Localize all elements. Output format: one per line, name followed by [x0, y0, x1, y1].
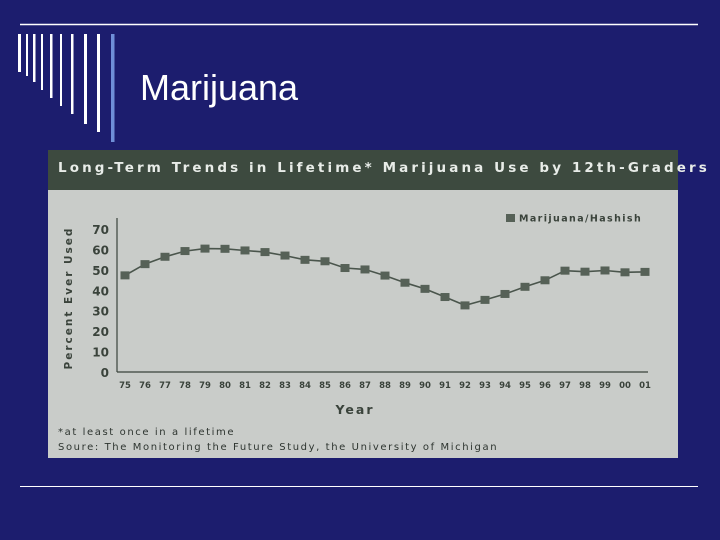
data-point: [220, 244, 230, 253]
data-point: [180, 247, 190, 256]
data-point: [140, 260, 150, 269]
y-tick-label: 70: [92, 223, 109, 237]
x-tick-label: 88: [379, 381, 391, 391]
x-tick-label: 84: [299, 381, 311, 391]
decoration-bar: [33, 34, 36, 82]
data-point: [580, 267, 590, 276]
decoration-bar: [71, 34, 74, 114]
x-tick-label: 77: [159, 381, 171, 391]
x-tick-label: 81: [239, 381, 251, 391]
data-point: [540, 276, 550, 285]
data-point: [380, 271, 390, 280]
data-point: [200, 244, 210, 253]
data-point: [480, 295, 490, 304]
data-point: [260, 248, 270, 257]
x-tick-label: 76: [139, 381, 151, 391]
slide-decoration: [18, 23, 698, 142]
decoration-bar: [26, 34, 28, 76]
decoration-bar: [50, 34, 53, 98]
x-tick-label: 94: [499, 381, 511, 391]
x-tick-label: 00: [619, 381, 631, 391]
chart-title: Long-Term Trends in Lifetime* Marijuana …: [58, 160, 710, 176]
y-tick-label: 30: [92, 305, 109, 319]
x-tick-label: 97: [559, 381, 571, 391]
data-point: [160, 252, 170, 261]
y-tick-label: 10: [92, 346, 109, 360]
chart-header: Long-Term Trends in Lifetime* Marijuana …: [48, 150, 707, 190]
data-point: [120, 271, 130, 280]
bottom-divider: [20, 486, 698, 487]
data-point: [340, 264, 350, 273]
data-point: [320, 257, 330, 266]
data-point: [240, 246, 250, 255]
decoration-bar: [18, 34, 21, 72]
legend-label: Marijuana/Hashish: [519, 214, 642, 225]
data-point: [600, 266, 610, 275]
data-point: [440, 293, 450, 302]
y-tick-label: 60: [92, 243, 109, 257]
x-tick-label: 75: [119, 381, 131, 391]
x-tick-label: 85: [319, 381, 331, 391]
x-tick-label: 99: [599, 381, 611, 391]
x-tick-label: 87: [359, 381, 371, 391]
x-tick-label: 01: [639, 381, 651, 391]
data-point: [300, 255, 310, 264]
x-tick-label: 89: [399, 381, 411, 391]
data-point: [520, 282, 530, 291]
data-point: [640, 267, 650, 276]
data-point: [360, 265, 370, 274]
x-tick-label: 79: [199, 381, 211, 391]
y-tick-label: 0: [101, 366, 109, 380]
x-tick-label: 90: [419, 381, 431, 391]
x-tick-label: 86: [339, 381, 351, 391]
x-tick-label: 92: [459, 381, 471, 391]
legend-swatch: [506, 214, 515, 222]
decoration-bar: [111, 34, 115, 142]
x-tick-label: 82: [259, 381, 271, 391]
x-tick-label: 91: [439, 381, 451, 391]
data-point: [560, 266, 570, 275]
x-tick-label: 83: [279, 381, 291, 391]
data-point: [280, 251, 290, 260]
data-point: [620, 268, 630, 277]
x-tick-label: 80: [219, 381, 231, 391]
chart-panel: Long-Term Trends in Lifetime* Marijuana …: [48, 150, 707, 458]
decoration-bar: [41, 34, 43, 90]
y-tick-label: 20: [92, 325, 109, 339]
data-point: [400, 278, 410, 287]
legend: Marijuana/Hashish: [506, 214, 642, 225]
data-point: [500, 289, 510, 298]
chart-source: Soure: The Monitoring the Future Study, …: [58, 442, 499, 453]
decoration-bar: [84, 34, 87, 124]
chart-footnote: *at least once in a lifetime: [58, 427, 236, 438]
x-tick-label: 95: [519, 381, 531, 391]
y-axis-label: Percent Ever Used: [63, 227, 75, 370]
y-tick-label: 50: [92, 264, 109, 278]
data-point: [420, 284, 430, 293]
x-tick-label: 78: [179, 381, 191, 391]
decoration-bar: [60, 34, 62, 106]
x-tick-label: 93: [479, 381, 491, 391]
slide-title: Marijuana: [140, 67, 299, 108]
x-tick-label: 98: [579, 381, 591, 391]
x-axis-label: Year: [335, 402, 375, 417]
decoration-bar: [97, 34, 100, 132]
x-tick-label: 96: [539, 381, 551, 391]
data-point: [460, 301, 470, 310]
y-tick-label: 40: [92, 284, 109, 298]
